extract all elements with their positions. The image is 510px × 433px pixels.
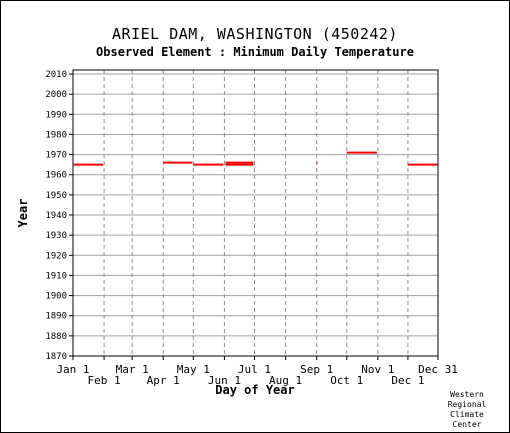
x-axis-label: Day of Year — [215, 383, 295, 397]
y-axis-label: Year — [16, 198, 30, 228]
y-tick-label: 1980 — [45, 130, 67, 140]
y-tick-label: 1970 — [45, 151, 67, 161]
y-tick-label: 1910 — [45, 271, 67, 281]
y-tick-label: 1960 — [45, 171, 67, 181]
x-tick-label: Dec 31 — [418, 363, 458, 376]
x-tick-label: Apr 1 — [147, 374, 180, 387]
credit-label: Western Regional Climate Center — [447, 390, 487, 429]
y-tick-label: 1940 — [45, 211, 67, 221]
chart-title: ARIEL DAM, WASHINGTON (450242) — [112, 25, 398, 43]
y-tick-label: 1880 — [45, 332, 67, 342]
y-tick-label: 1930 — [45, 231, 67, 241]
x-tick-label: Jun 1 — [208, 374, 241, 387]
x-tick-label: Aug 1 — [269, 374, 302, 387]
chart-subtitle: Observed Element : Minimum Daily Tempera… — [96, 45, 414, 59]
plot-border — [72, 69, 439, 357]
y-tick-label: 1870 — [45, 352, 67, 362]
x-tick-label: May 1 — [177, 363, 210, 376]
y-tick-label: 1990 — [45, 110, 67, 120]
x-tick-label: Dec 1 — [391, 374, 424, 387]
y-tick-label: 1890 — [45, 312, 67, 322]
y-tick-label: 2000 — [45, 90, 67, 100]
x-tick-label: Oct 1 — [330, 374, 363, 387]
y-tick-label: 1900 — [45, 292, 67, 302]
x-tick-label: Sep 1 — [300, 363, 333, 376]
x-tick-label: Mar 1 — [116, 363, 149, 376]
x-tick-label: Jul 1 — [238, 363, 271, 376]
x-tick-label: Feb 1 — [88, 374, 121, 387]
y-tick-label: 1950 — [45, 191, 67, 201]
y-tick-label: 1920 — [45, 251, 67, 261]
x-tick-label: Jan 1 — [56, 363, 89, 376]
y-tick-label: 2010 — [45, 70, 67, 80]
x-tick-label: Nov 1 — [361, 363, 394, 376]
